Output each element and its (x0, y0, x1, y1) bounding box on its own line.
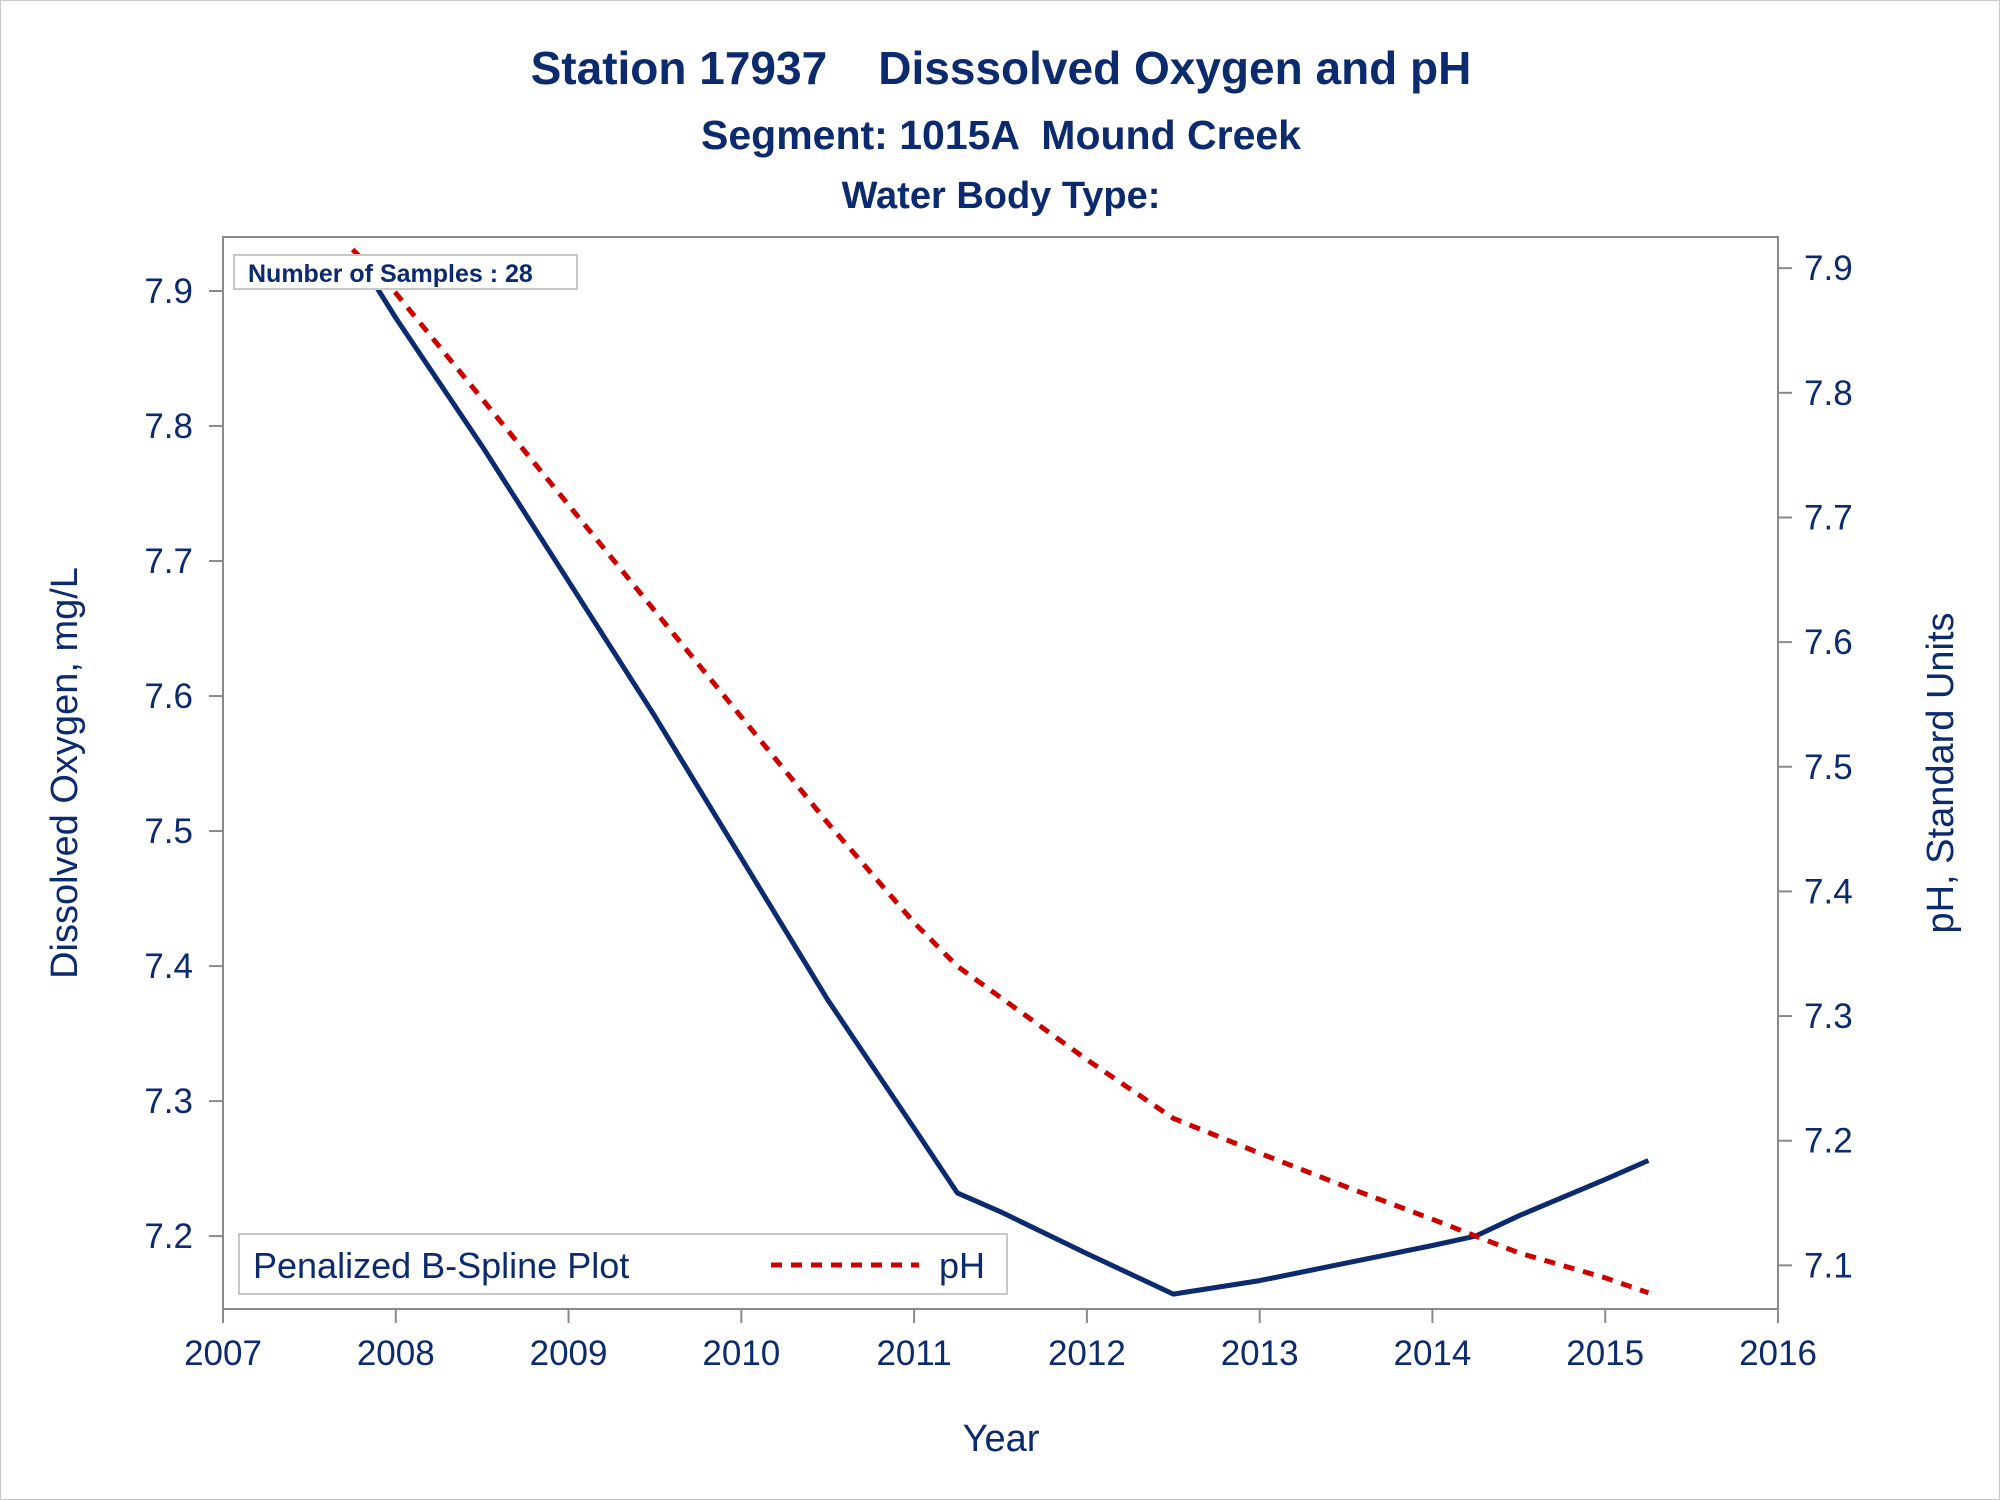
x-tick-label: 2007 (184, 1334, 262, 1373)
x-tick-label: 2014 (1394, 1334, 1472, 1373)
y-axis-right: 7.1 7.2 7.3 7.4 7.5 7.6 7.7 7.8 7.9 (1778, 249, 1853, 1285)
y-right-tick-label: 7.1 (1804, 1246, 1853, 1285)
plot-area (222, 236, 1779, 1310)
y-left-tick-label: 7.2 (144, 1217, 193, 1256)
x-tick-label: 2010 (702, 1334, 780, 1373)
sample-count-annotation: Number of Samples : 28 (248, 260, 533, 288)
x-tick-label: 2013 (1221, 1334, 1299, 1373)
chart-subtitle: Segment: 1015A Mound Creek (701, 112, 1301, 158)
x-tick-label: 2015 (1566, 1334, 1644, 1373)
chart-subtitle-2: Water Body Type: (842, 175, 1161, 217)
x-axis: 2007 2008 2009 2010 2011 2012 2013 2014 2015 2016 (184, 1309, 1817, 1373)
ph-series-line (350, 247, 1650, 1296)
x-tick-label: 2008 (357, 1334, 435, 1373)
x-tick-label: 2011 (876, 1334, 951, 1373)
y-right-tick-label: 7.3 (1804, 997, 1853, 1036)
y-left-tick-label: 7.7 (144, 542, 193, 581)
y-right-tick-label: 7.8 (1804, 374, 1853, 413)
x-tick-label: 2009 (530, 1334, 608, 1373)
y-right-tick-label: 7.4 (1804, 872, 1853, 911)
y-left-tick-label: 7.5 (144, 812, 193, 851)
legend-title: Penalized B-Spline Plot (253, 1245, 629, 1286)
chart-title: Station 17937 Disssolved Oxygen and pH (531, 42, 1472, 94)
x-tick-label: 2012 (1048, 1334, 1126, 1373)
y-right-tick-label: 7.7 (1804, 498, 1853, 537)
series-layer (350, 247, 1650, 1297)
y-axis-left-label: Dissolved Oxygen, mg/L (44, 567, 86, 979)
y-left-tick-label: 7.6 (144, 677, 193, 716)
legend-entry-ph: pH (939, 1245, 985, 1286)
y-right-tick-label: 7.5 (1804, 748, 1853, 787)
sample-count-box (233, 254, 578, 290)
y-axis-left: 7.2 7.3 7.4 7.5 7.6 7.7 7.8 7.9 (144, 272, 223, 1256)
x-tick-label: 2016 (1739, 1334, 1817, 1373)
y-left-tick-label: 7.3 (144, 1082, 193, 1121)
y-right-tick-label: 7.6 (1804, 623, 1853, 662)
y-left-tick-label: 7.9 (144, 272, 193, 311)
dissolved-oxygen-series-line (364, 269, 1650, 1297)
x-axis-label: Year (963, 1418, 1040, 1460)
y-right-tick-label: 7.2 (1804, 1122, 1853, 1161)
y-axis-right-label: pH, Standard Units (1920, 612, 1962, 933)
y-right-tick-label: 7.9 (1804, 249, 1853, 288)
y-left-tick-label: 7.4 (144, 947, 193, 986)
y-left-tick-label: 7.8 (144, 407, 193, 446)
